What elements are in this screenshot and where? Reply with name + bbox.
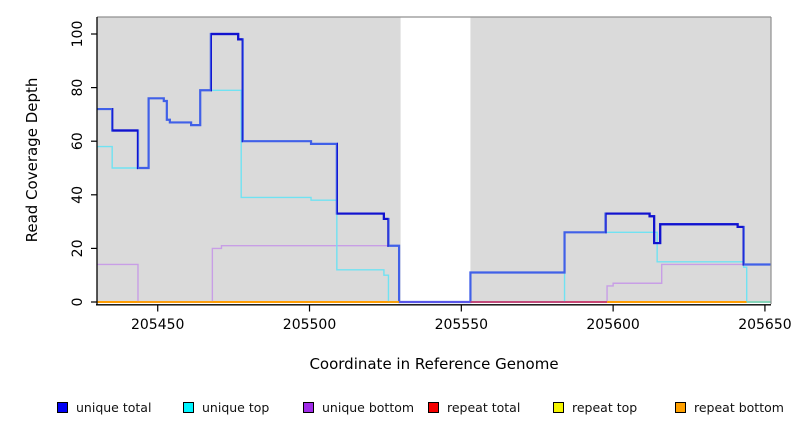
x-axis-tick-label: 205650 (738, 317, 791, 333)
legend-label-repeat-top: repeat top (572, 399, 638, 415)
legend-item-unique-total: unique total (57, 398, 151, 416)
legend-swatch-unique-top (183, 401, 194, 413)
y-axis-tick-label: 80 (70, 79, 86, 97)
chart-legend: unique total unique top unique bottom re… (0, 398, 792, 420)
legend-swatch-unique-total (57, 401, 68, 413)
x-axis-tick-label: 205600 (586, 317, 639, 333)
legend-label-unique-bottom: unique bottom (322, 399, 415, 415)
coverage-gap-band (400, 17, 471, 302)
legend-item-repeat-total: repeat total (428, 398, 520, 416)
x-axis-tick-label: 205500 (283, 317, 336, 333)
series-group (97, 32, 771, 304)
y-axis-tick-label: 60 (70, 132, 86, 150)
legend-swatch-repeat-bottom (675, 401, 686, 413)
legend-item-unique-top: unique top (183, 398, 269, 416)
x-axis-title: Coordinate in Reference Genome (309, 355, 558, 373)
x-axis-tick-label: 205550 (435, 317, 488, 333)
y-axis-title: Read Coverage Depth (23, 78, 41, 243)
legend-item-repeat-bottom: repeat bottom (675, 398, 784, 416)
legend-label-repeat-bottom: repeat bottom (694, 399, 784, 415)
legend-label-repeat-total: repeat total (447, 399, 521, 415)
legend-item-repeat-top: repeat top (553, 398, 637, 416)
chart-layers: 205450 205500 205550 205600 205650 0 20 40 60 80 1… (70, 16, 792, 333)
legend-swatch-unique-bottom (303, 401, 314, 413)
y-axis-tick-label: 40 (70, 186, 86, 204)
legend-label-unique-top: unique top (202, 399, 270, 415)
legend-swatch-repeat-total (428, 401, 439, 413)
legend-item-unique-bottom: unique bottom (303, 398, 414, 416)
y-axis-tick-label: 20 (70, 239, 86, 257)
y-axis-tick-label: 0 (70, 298, 86, 307)
legend-swatch-repeat-top (553, 401, 564, 413)
coverage-chart: 205450 205500 205550 205600 205650 0 20 40 60 80 1… (23, 16, 792, 373)
x-axis-tick-label: 205450 (131, 317, 184, 333)
y-axis-tick-label: 100 (70, 21, 86, 48)
legend-label-unique-total: unique total (76, 399, 152, 415)
